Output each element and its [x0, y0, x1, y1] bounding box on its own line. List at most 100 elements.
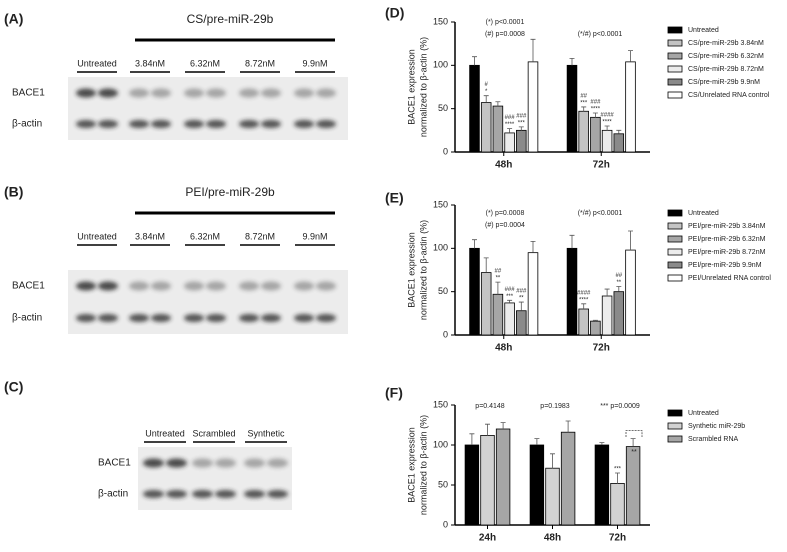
legend-label: CS/pre-miR-29b 6.32nM [688, 53, 764, 60]
lane-label: 3.84nM [135, 58, 165, 68]
error-bar [518, 301, 524, 311]
bar [578, 308, 589, 336]
row-label: β-actin [12, 313, 42, 324]
panel-label: (A) [4, 11, 23, 27]
annotation: (*/#) p<0.0001 [578, 210, 623, 217]
band [151, 120, 171, 128]
bar [601, 129, 613, 153]
row-label: β-actin [12, 119, 42, 130]
x-tick-label: 72h [593, 343, 610, 354]
band [151, 314, 171, 322]
error-bar [581, 106, 587, 112]
band [206, 281, 226, 291]
legend-swatch [667, 39, 683, 47]
y-tick-label: 150 [433, 199, 448, 209]
panel-label: (E) [385, 190, 404, 206]
error-bar [485, 423, 490, 436]
annotation: p=0.4148 [475, 403, 504, 410]
legend-label: CS/pre-miR-29b 9.9nM [688, 79, 760, 86]
significance: *** [506, 294, 514, 300]
row-label: β-actin [98, 489, 128, 500]
legend-swatch [667, 248, 683, 256]
band [184, 120, 204, 128]
lane-label: Untreated [77, 58, 117, 68]
band [267, 490, 288, 498]
bar [594, 444, 610, 526]
x-tick-label: 48h [544, 533, 561, 544]
error-bar [604, 125, 610, 131]
bar [480, 434, 495, 526]
band [261, 120, 281, 128]
bar [625, 61, 636, 153]
bar [495, 428, 511, 526]
band [215, 490, 236, 498]
bar [625, 249, 636, 336]
y-tick-label: 100 [433, 243, 448, 253]
band [143, 490, 164, 498]
panel-label: (D) [385, 5, 404, 21]
error-bar [530, 241, 536, 253]
lane-label: 3.84nM [135, 231, 165, 241]
bar [590, 320, 601, 336]
band [239, 314, 259, 322]
legend-label: PEI/pre-miR-29b 3.84nM [688, 223, 766, 230]
bar [492, 105, 504, 153]
panel-label: (C) [4, 379, 23, 395]
bar [625, 446, 641, 526]
annotation: ** [631, 449, 637, 456]
error-bar [615, 472, 620, 484]
band [261, 314, 281, 322]
significance: #### [577, 290, 591, 296]
legend-label: Untreated [688, 27, 719, 34]
bar [504, 302, 515, 336]
panel-label: (F) [385, 385, 403, 401]
legend-swatch [667, 422, 683, 430]
x-tick-label: 72h [609, 533, 626, 544]
legend-label: Untreated [688, 210, 719, 217]
band [76, 120, 96, 128]
band [76, 281, 96, 291]
significance: *** [614, 467, 622, 473]
y-tick-label: 100 [433, 439, 448, 449]
annotation: *** p=0.0009 [600, 403, 640, 410]
y-tick-label: 0 [443, 519, 448, 529]
lane-label: 9.9nM [302, 231, 327, 241]
legend-swatch [667, 78, 683, 86]
significance: *** [580, 101, 588, 107]
band [206, 314, 226, 322]
y-tick-label: 150 [433, 399, 448, 409]
error-bar [628, 50, 633, 62]
y-axis-label: BACE1 expression normalized to β-actin (%… [406, 220, 428, 320]
error-bar [599, 442, 605, 445]
significance: * [485, 89, 488, 95]
bar [464, 444, 480, 526]
blot-background [68, 77, 348, 140]
y-axis-label: BACE1 expression normalized to β-actin (%… [406, 415, 428, 515]
error-bar [569, 58, 575, 66]
error-bar [469, 433, 475, 445]
band [316, 281, 336, 291]
significance: *** [518, 120, 526, 126]
bar [613, 133, 625, 153]
bar [578, 110, 589, 153]
legend-label: PEI/pre-miR-29b 6.32nM [688, 236, 766, 243]
row-label: BACE1 [12, 88, 45, 99]
bar [492, 293, 504, 336]
significance: ** [616, 280, 621, 286]
band [239, 281, 259, 291]
error-bar [592, 319, 598, 322]
bar [590, 116, 601, 153]
legend-swatch [667, 26, 683, 34]
band [98, 88, 118, 98]
blot-background [138, 447, 292, 510]
bar [610, 482, 625, 526]
band [206, 88, 226, 98]
legend-swatch [667, 65, 683, 73]
y-axis-label-line: normalized to β-actin (%) [418, 37, 428, 137]
y-axis-label-line: BACE1 expression [406, 232, 416, 308]
band [151, 88, 171, 98]
row-label: BACE1 [98, 458, 131, 469]
band [98, 120, 118, 128]
error-bar [495, 281, 501, 295]
band [129, 314, 149, 322]
